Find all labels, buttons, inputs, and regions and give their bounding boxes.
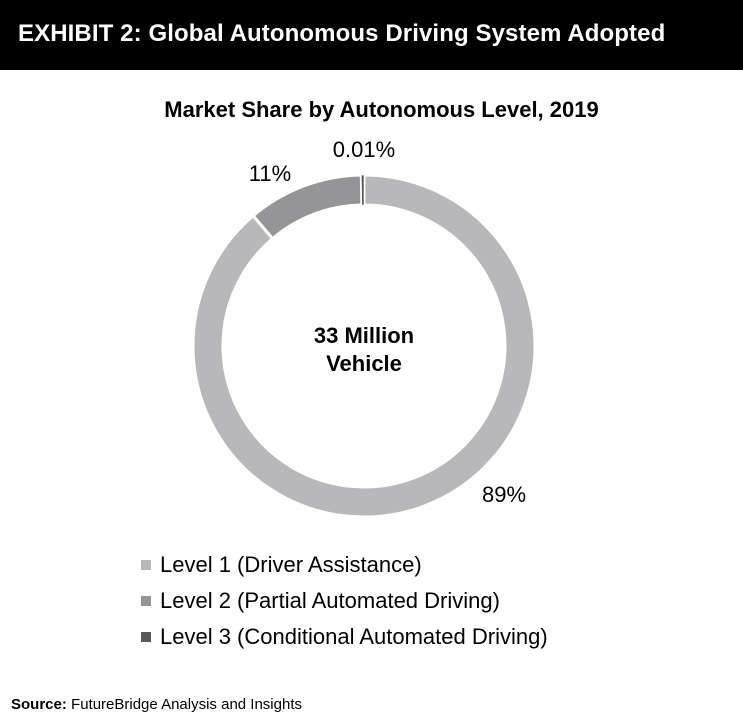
center-label-line1: 33 Million (314, 323, 414, 348)
legend-swatch-level3 (141, 632, 151, 642)
donut-slice-level3 (361, 174, 365, 206)
data-label-level3: 0.01% (333, 137, 395, 162)
source-note: Source: FutureBridge Analysis and Insigh… (11, 696, 302, 713)
data-label-level1: 89% (482, 482, 526, 507)
legend-swatch-level1 (141, 560, 151, 570)
donut-slice-level1 (191, 173, 537, 519)
data-label-level2: 11% (249, 161, 291, 186)
center-label-line2: Vehicle (326, 351, 402, 376)
chart-title: Market Share by Autonomous Level, 2019 (164, 97, 599, 122)
donut-chart: 33 Million Vehicle 89% 11% 0.01% (191, 137, 537, 519)
legend-label: Level 1 (Driver Assistance) (160, 552, 422, 577)
legend-label: Level 3 (Conditional Automated Driving) (160, 624, 548, 649)
legend-item: Level 1 (Driver Assistance) (141, 547, 548, 583)
chart-legend: Level 1 (Driver Assistance) Level 2 (Par… (141, 547, 548, 655)
legend-swatch-level2 (141, 596, 151, 606)
legend-label: Level 2 (Partial Automated Driving) (160, 588, 500, 613)
source-label: Source: (11, 696, 67, 713)
source-text: FutureBridge Analysis and Insights (66, 696, 302, 713)
exhibit-header: EXHIBIT 2: Global Autonomous Driving Sys… (0, 0, 743, 70)
legend-item: Level 3 (Conditional Automated Driving) (141, 619, 548, 655)
exhibit-title: EXHIBIT 2: Global Autonomous Driving Sys… (18, 20, 666, 47)
legend-item: Level 2 (Partial Automated Driving) (141, 583, 548, 619)
